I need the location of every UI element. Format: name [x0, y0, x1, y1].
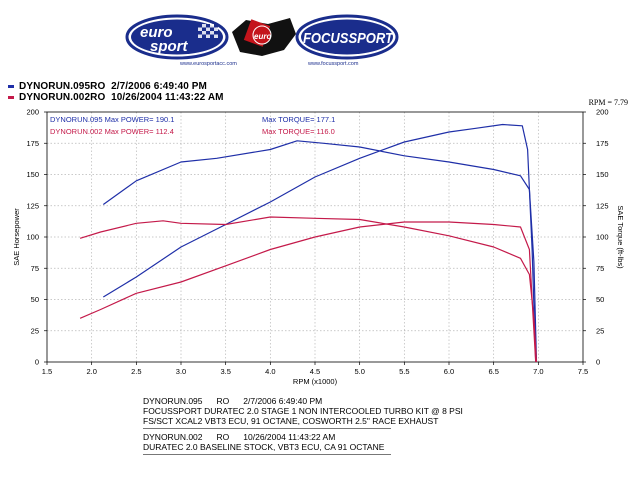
x-tick-label: 2.0: [86, 367, 96, 376]
legend-run-1-name: DYNORUN.095RO: [19, 81, 106, 92]
y-tick-label-right: 25: [596, 326, 604, 335]
y-tick-label-left: 150: [26, 170, 39, 179]
y-tick-label-right: 50: [596, 295, 604, 304]
legend-run-1-time: 6:49:40 PM: [153, 81, 207, 92]
x-tick-label: 5.5: [399, 367, 409, 376]
x-tick-label: 6.5: [488, 367, 498, 376]
y-axis-label-left: SAE Horsepower: [12, 208, 21, 266]
y-tick-label-right: 75: [596, 264, 604, 273]
eurosport-url: www.eurosportacc.com: [179, 61, 237, 67]
rpm-readout: RPM = 7.79: [588, 98, 628, 107]
x-tick-label: 4.0: [265, 367, 275, 376]
annotation-max-torque-095: Max TORQUE= 177.1: [262, 115, 335, 124]
legend-run-2-time: 11:43:22 AM: [165, 92, 224, 103]
y-tick-label-right: 150: [596, 170, 609, 179]
y-tick-label-right: 100: [596, 233, 609, 242]
legend-swatch-blue: [8, 84, 14, 88]
series-line-dynorun-095-power: [102, 123, 537, 363]
legend-run-1: DYNORUN.095RO 2/7/2006 6:49:40 PM: [8, 81, 207, 92]
note-run-2-header: DYNORUN.002 RO 10/26/2004 11:43:22 AM: [143, 432, 463, 442]
note-run-2-date: 10/26/2004 11:43:22 AM: [243, 432, 336, 442]
x-tick-label: 2.5: [131, 367, 141, 376]
y-tick-label-right: 125: [596, 201, 609, 210]
x-tick-label: 7.0: [533, 367, 543, 376]
center-badge-text: euro: [254, 32, 271, 41]
legend-run-2: DYNORUN.002RO 10/26/2004 11:43:22 AM: [8, 92, 224, 103]
y-tick-label-left: 175: [26, 139, 39, 148]
series-line-dynorun-002-torque: [79, 216, 538, 363]
x-tick-label: 3.5: [220, 367, 230, 376]
note-run-1-header: DYNORUN.095 RO 2/7/2006 6:49:40 PM: [143, 396, 463, 406]
note-run-2-name: DYNORUN.002: [143, 432, 203, 442]
note-run-1-date: 2/7/2006 6:49:40 PM: [243, 396, 323, 406]
y-tick-label-left: 125: [26, 201, 39, 210]
logo-header: euro sport www.eurosportacc.com euro FOC…: [125, 14, 399, 67]
annotation-max-torque-002: Max TORQUE= 116.0: [262, 127, 335, 136]
y-tick-label-left: 0: [35, 358, 39, 367]
legend-swatch-red: [8, 95, 14, 99]
legend-run-2-name: DYNORUN.002RO: [19, 92, 106, 103]
y-tick-label-left: 25: [31, 326, 39, 335]
note-divider: [143, 428, 391, 429]
y-tick-label-right: 175: [596, 139, 609, 148]
x-axis-label: RPM (x1000): [293, 377, 338, 386]
x-tick-label: 3.0: [176, 367, 186, 376]
eurosport-logo: euro sport www.eurosportacc.com: [125, 14, 237, 67]
note-run-2-line-1: DURATEC 2.0 BASELINE STOCK, VBT3 ECU, CA…: [143, 442, 385, 452]
annotation-max-power-002: DYNORUN.002 Max POWER= 112.4: [50, 127, 174, 136]
note-run-1-name: DYNORUN.095: [143, 396, 203, 406]
y-tick-label-left: 75: [31, 264, 39, 273]
x-tick-label: 4.5: [310, 367, 320, 376]
legend-run-1-date: 2/7/2006: [111, 81, 151, 92]
series-layer: [79, 123, 538, 363]
y-tick-label-left: 200: [26, 108, 39, 117]
y-tick-label-left: 50: [31, 295, 39, 304]
note-run-1-ro: RO: [216, 396, 230, 406]
x-tick-label: 6.0: [444, 367, 454, 376]
y-tick-label-right: 200: [596, 108, 609, 117]
x-tick-label: 1.5: [42, 367, 52, 376]
y-axis-label-right: SAE Torque (ft-lbs): [616, 205, 625, 269]
y-tick-label-left: 100: [26, 233, 39, 242]
annotation-max-power-095: DYNORUN.095 Max POWER= 190.1: [50, 115, 174, 124]
center-badge-logo: euro: [232, 18, 296, 56]
note-run-1-line-1: FOCUSSPORT DURATEC 2.0 STAGE 1 NON INTER…: [143, 406, 463, 416]
tick-layer: 1.5 2.0 2.5 3.0 3.5 4.0 4.5 5.0 5.5 6.0 6.5 7.0 7.5 0…: [26, 108, 608, 377]
run-notes: DYNORUN.095 RO 2/7/2006 6:49:40 PM FOCUSSP…: [143, 396, 463, 458]
legend-run-2-date: 10/26/2004: [111, 92, 163, 103]
series-line-dynorun-002-power: [79, 221, 537, 363]
focussport-logo: FOCUSSPORT www.focussport.com: [295, 14, 399, 67]
eurosport-word-1: euro: [140, 24, 173, 41]
note-run-2-ro: RO: [216, 432, 230, 442]
focussport-url: www.focussport.com: [307, 61, 359, 67]
x-tick-label: 7.5: [578, 367, 588, 376]
x-tick-label: 5.0: [354, 367, 364, 376]
note-divider-bottom: [143, 454, 391, 455]
note-run-1-line-2: FS/SCT XCAL2 VBT3 ECU, 91 OCTANE, COSWOR…: [143, 416, 439, 426]
focussport-word: FOCUSSPORT: [303, 30, 395, 47]
series-line-dynorun-095-torque: [102, 140, 538, 363]
eurosport-word-2: sport: [150, 38, 189, 55]
dyno-chart: 1.5 2.0 2.5 3.0 3.5 4.0 4.5 5.0 5.5 6.0 6.5 7.0 7.5 0…: [12, 108, 625, 387]
y-tick-label-right: 0: [596, 358, 600, 367]
